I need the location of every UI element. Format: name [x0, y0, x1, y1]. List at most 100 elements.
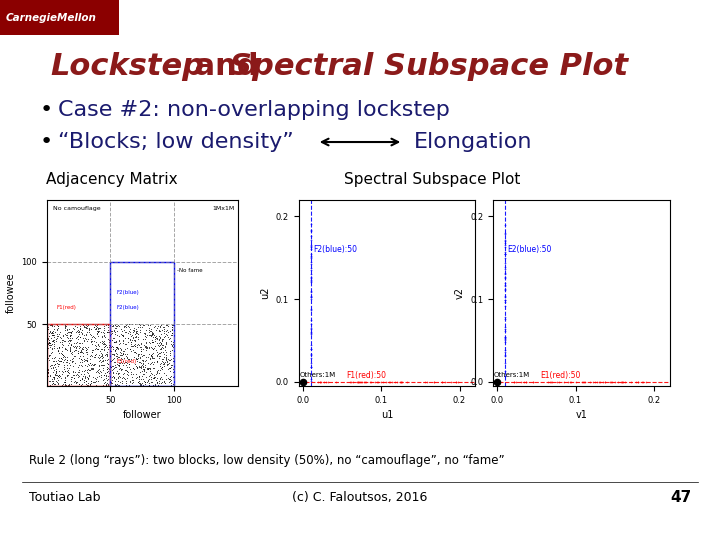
Point — [139, 380, 150, 388]
Point — [45, 341, 57, 349]
Point — [53, 370, 64, 379]
Point — [132, 352, 143, 361]
Point — [499, 335, 510, 344]
Point — [160, 327, 171, 335]
Point — [96, 352, 107, 361]
Point — [135, 381, 147, 390]
Point — [166, 379, 177, 388]
Point — [95, 373, 107, 382]
Point — [110, 342, 122, 351]
Point — [499, 315, 510, 323]
Point — [150, 333, 162, 342]
Point — [42, 367, 54, 376]
Point — [49, 372, 60, 381]
Point — [95, 358, 107, 367]
Point — [139, 363, 150, 372]
Point — [102, 364, 114, 373]
Point — [145, 325, 157, 334]
Point — [90, 375, 102, 383]
Point — [499, 285, 510, 294]
Point — [129, 352, 140, 361]
Point — [151, 368, 163, 376]
Point — [138, 369, 149, 378]
Point — [305, 243, 316, 252]
Point — [98, 361, 109, 370]
Point — [46, 376, 58, 385]
Point — [91, 345, 103, 353]
Point — [112, 343, 124, 352]
Point — [140, 353, 152, 361]
Point — [76, 375, 88, 384]
Point — [101, 349, 112, 358]
Point — [92, 353, 104, 361]
Point — [93, 362, 104, 370]
Point — [610, 377, 621, 386]
Point — [499, 235, 510, 244]
Text: CarnegieMellon: CarnegieMellon — [6, 13, 96, 23]
Point — [139, 329, 150, 338]
Point — [120, 357, 131, 366]
Point — [518, 377, 530, 386]
Point — [109, 338, 120, 346]
Point — [58, 362, 70, 371]
Point — [166, 326, 177, 335]
Point — [60, 345, 71, 353]
Point — [118, 339, 130, 347]
Point — [632, 377, 644, 386]
Point — [155, 340, 166, 349]
Point — [134, 372, 145, 380]
Point — [135, 358, 147, 367]
Point — [107, 379, 118, 387]
Point — [60, 376, 71, 384]
Point — [84, 361, 95, 369]
Point — [356, 377, 368, 386]
Point — [111, 342, 122, 351]
Point — [520, 377, 531, 386]
Point — [137, 345, 148, 353]
Text: Toutiao Lab: Toutiao Lab — [29, 491, 100, 504]
Point — [558, 377, 570, 386]
Point — [428, 377, 439, 386]
Point — [98, 361, 109, 369]
Point — [56, 370, 68, 379]
Point — [86, 332, 97, 341]
Point — [127, 325, 139, 334]
Point — [48, 342, 60, 350]
Point — [79, 366, 91, 375]
Point — [91, 329, 102, 338]
Point — [129, 348, 140, 356]
Point — [58, 367, 69, 376]
Point — [134, 368, 145, 376]
Point — [73, 371, 84, 380]
Point — [147, 345, 158, 353]
Point — [74, 324, 86, 333]
Point — [66, 328, 77, 336]
Point — [138, 367, 150, 375]
Point — [160, 353, 171, 361]
Point — [135, 363, 147, 372]
Point — [75, 380, 86, 389]
Point — [74, 348, 86, 357]
Point — [43, 341, 55, 349]
Point — [138, 328, 150, 337]
Point — [166, 381, 177, 389]
Point — [66, 336, 77, 345]
Point — [143, 342, 155, 351]
Point — [121, 320, 132, 329]
Point — [125, 332, 136, 341]
Point — [154, 365, 166, 374]
Point — [93, 340, 104, 348]
Point — [162, 374, 174, 383]
Point — [74, 322, 86, 330]
Point — [113, 322, 125, 330]
Point — [77, 352, 89, 360]
Point — [305, 226, 316, 234]
Point — [508, 377, 520, 386]
Point — [436, 377, 448, 386]
Point — [48, 363, 59, 372]
Point — [499, 239, 510, 247]
Point — [87, 332, 99, 340]
Point — [136, 323, 148, 332]
Point — [109, 326, 120, 334]
Point — [128, 326, 140, 334]
